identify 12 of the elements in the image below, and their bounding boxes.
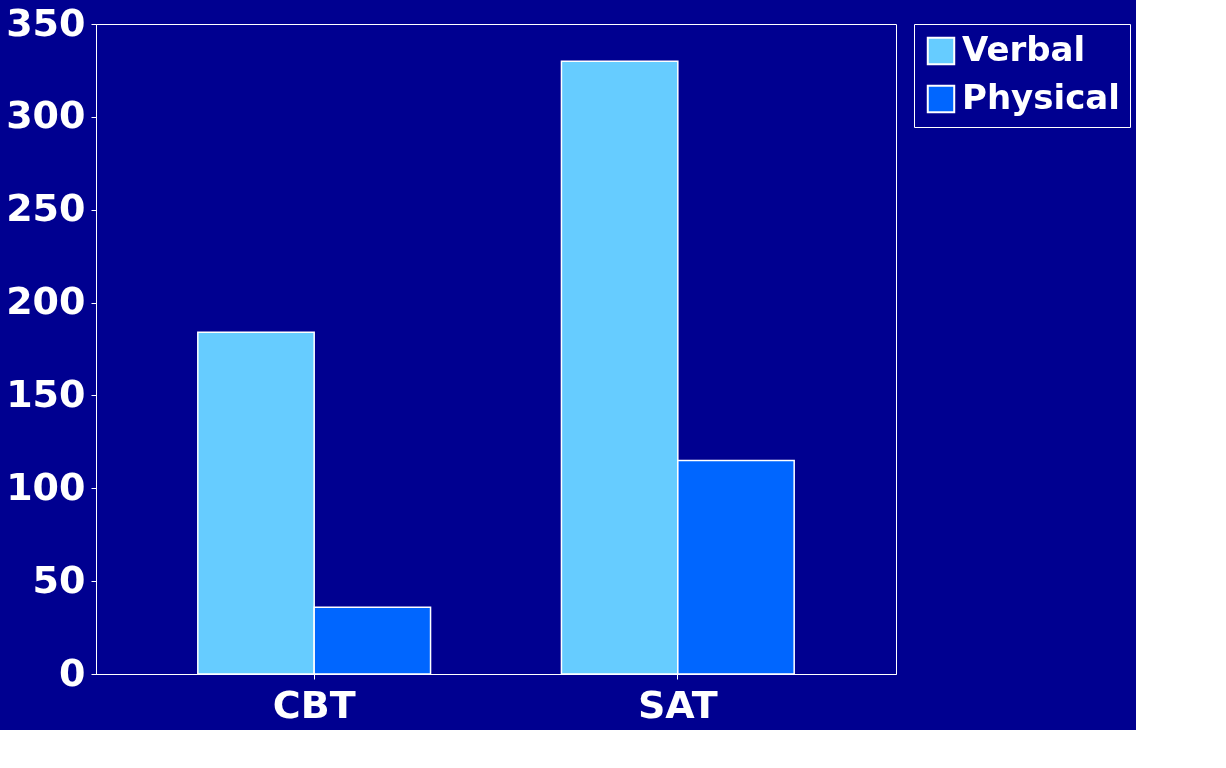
y-tick-label: 300	[6, 93, 86, 138]
x-tick-label: CBT	[272, 682, 356, 727]
y-tick-label: 150	[6, 371, 86, 416]
y-tick-label: 0	[59, 650, 86, 695]
y-tick-label: 50	[32, 557, 86, 602]
x-tick-label: SAT	[637, 682, 718, 727]
y-tick-label: 250	[6, 186, 86, 231]
y-tick-label: 350	[6, 0, 86, 45]
y-tick-label: 200	[6, 279, 86, 324]
legend-label: Verbal	[962, 29, 1086, 69]
legend-label: Physical	[962, 77, 1120, 117]
y-tick-label: 100	[6, 464, 86, 509]
